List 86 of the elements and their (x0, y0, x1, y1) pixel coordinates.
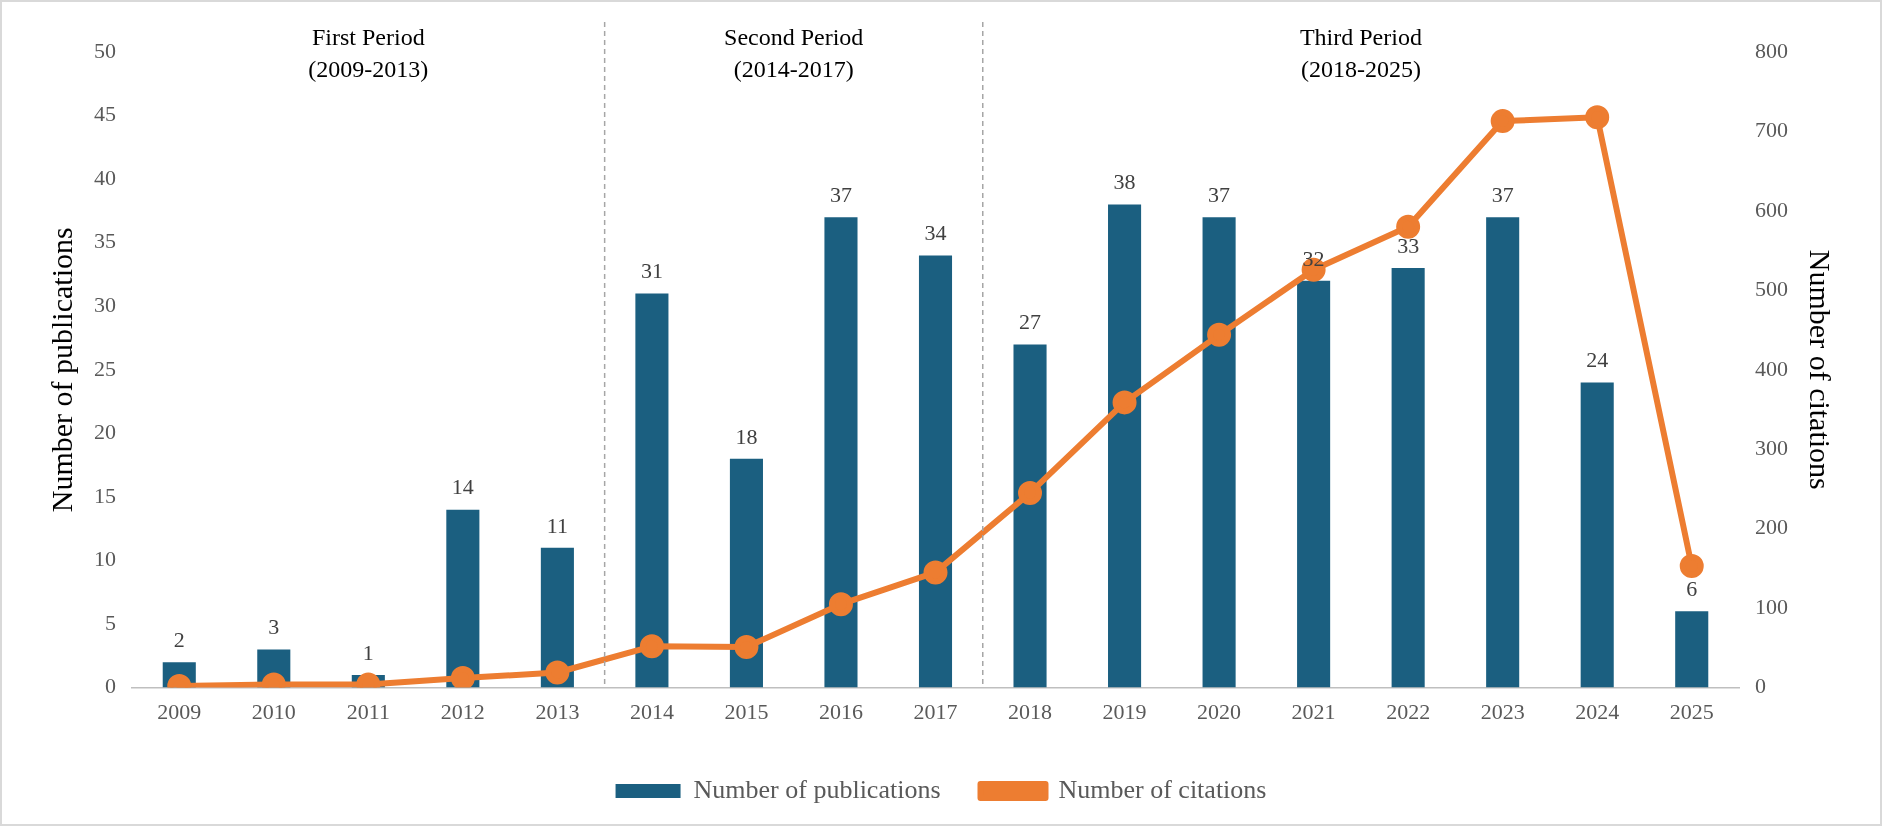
y2-tick-label: 700 (1755, 117, 1788, 143)
data-label: 33 (1397, 232, 1420, 258)
x-tick-label: 2014 (629, 698, 674, 724)
data-label: 38 (1113, 169, 1136, 195)
y2-tick-label: 800 (1755, 37, 1788, 63)
point (1679, 554, 1704, 579)
x-tick-label: 2024 (1575, 698, 1620, 724)
data-label: 34 (924, 220, 947, 246)
point (1585, 105, 1610, 130)
x-tick-label: 2013 (535, 698, 580, 724)
legend-label: Number of citations (1058, 774, 1267, 804)
y2-axis-title: Number of citations (1804, 249, 1838, 490)
bar (446, 509, 480, 688)
legend-label: Number of publications (693, 774, 941, 804)
point (734, 635, 759, 660)
y-tick-label: 30 (94, 292, 116, 318)
data-label: 6 (1686, 576, 1698, 602)
y-tick-label: 35 (94, 228, 116, 254)
annotation: Second Period (2014-2017) (724, 24, 864, 83)
point (923, 560, 948, 585)
data-label: 14 (451, 474, 474, 500)
data-label: 11 (546, 512, 568, 538)
data-label: 24 (1586, 347, 1609, 373)
data-label: 18 (735, 423, 758, 449)
y2-tick-label: 0 (1755, 673, 1766, 699)
y2-tick-label: 600 (1755, 196, 1788, 222)
x-tick-label: 2019 (1102, 698, 1147, 724)
y-tick-label: 5 (105, 609, 116, 635)
bar (918, 255, 953, 688)
point (1018, 480, 1043, 505)
data-label: 3 (268, 614, 280, 640)
bar (1013, 344, 1047, 688)
point (639, 634, 664, 659)
x-tick-label: 2015 (724, 698, 769, 724)
x-tick-label: 2025 (1669, 698, 1714, 724)
data-label: 37 (829, 182, 852, 208)
x-tick-label: 2010 (251, 698, 296, 724)
x-tick-label: 2009 (157, 698, 202, 724)
annotation: Third Period (2018-2025) (1299, 24, 1422, 83)
data-label: 37 (1208, 182, 1231, 208)
bar (1108, 204, 1142, 688)
bar (1675, 611, 1709, 688)
annotation: First Period (2009-2013) (308, 24, 429, 83)
x-tick-label: 2022 (1386, 698, 1431, 724)
y-tick-label: 25 (94, 355, 116, 381)
point (1207, 322, 1232, 347)
x-tick-label: 2012 (440, 698, 485, 724)
y-tick-label: 40 (94, 164, 116, 190)
bar (1580, 382, 1614, 688)
x-tick-label: 2017 (913, 698, 958, 724)
y-tick-label: 45 (94, 101, 116, 127)
point (828, 592, 853, 617)
x-tick-label: 2023 (1480, 698, 1525, 724)
x-tick-label: 2016 (818, 698, 863, 724)
y2-tick-label: 400 (1755, 355, 1788, 381)
y-tick-label: 10 (94, 546, 116, 572)
x-tick-label: 2011 (346, 698, 390, 724)
bar (1202, 217, 1236, 688)
y2-tick-label: 100 (1755, 593, 1788, 619)
y2-tick-label: 200 (1755, 514, 1788, 540)
point (1490, 109, 1515, 134)
y-axis-title: Number of publications (44, 227, 78, 513)
bar (729, 458, 763, 688)
y-tick-label: 20 (94, 419, 116, 445)
x-tick-label: 2021 (1291, 698, 1336, 724)
x-tick-label: 2020 (1197, 698, 1242, 724)
bar (635, 293, 669, 688)
data-label: 31 (640, 258, 663, 284)
data-label: 37 (1491, 182, 1514, 208)
bar (1486, 217, 1520, 688)
point (450, 666, 475, 688)
point (545, 660, 570, 685)
point (1112, 390, 1137, 415)
data-label: 1 (362, 639, 374, 665)
data-label: 2 (173, 626, 185, 652)
x-tick-label: 2018 (1008, 698, 1053, 724)
bar (1391, 268, 1425, 688)
point (1396, 214, 1421, 239)
bar (1297, 280, 1331, 688)
y-tick-label: 15 (94, 482, 116, 508)
y2-tick-label: 300 (1755, 435, 1788, 461)
bar (824, 217, 858, 688)
y2-tick-label: 500 (1755, 276, 1788, 302)
y-tick-label: 0 (105, 673, 116, 699)
y-tick-label: 50 (94, 37, 116, 63)
data-label: 27 (1019, 309, 1042, 335)
